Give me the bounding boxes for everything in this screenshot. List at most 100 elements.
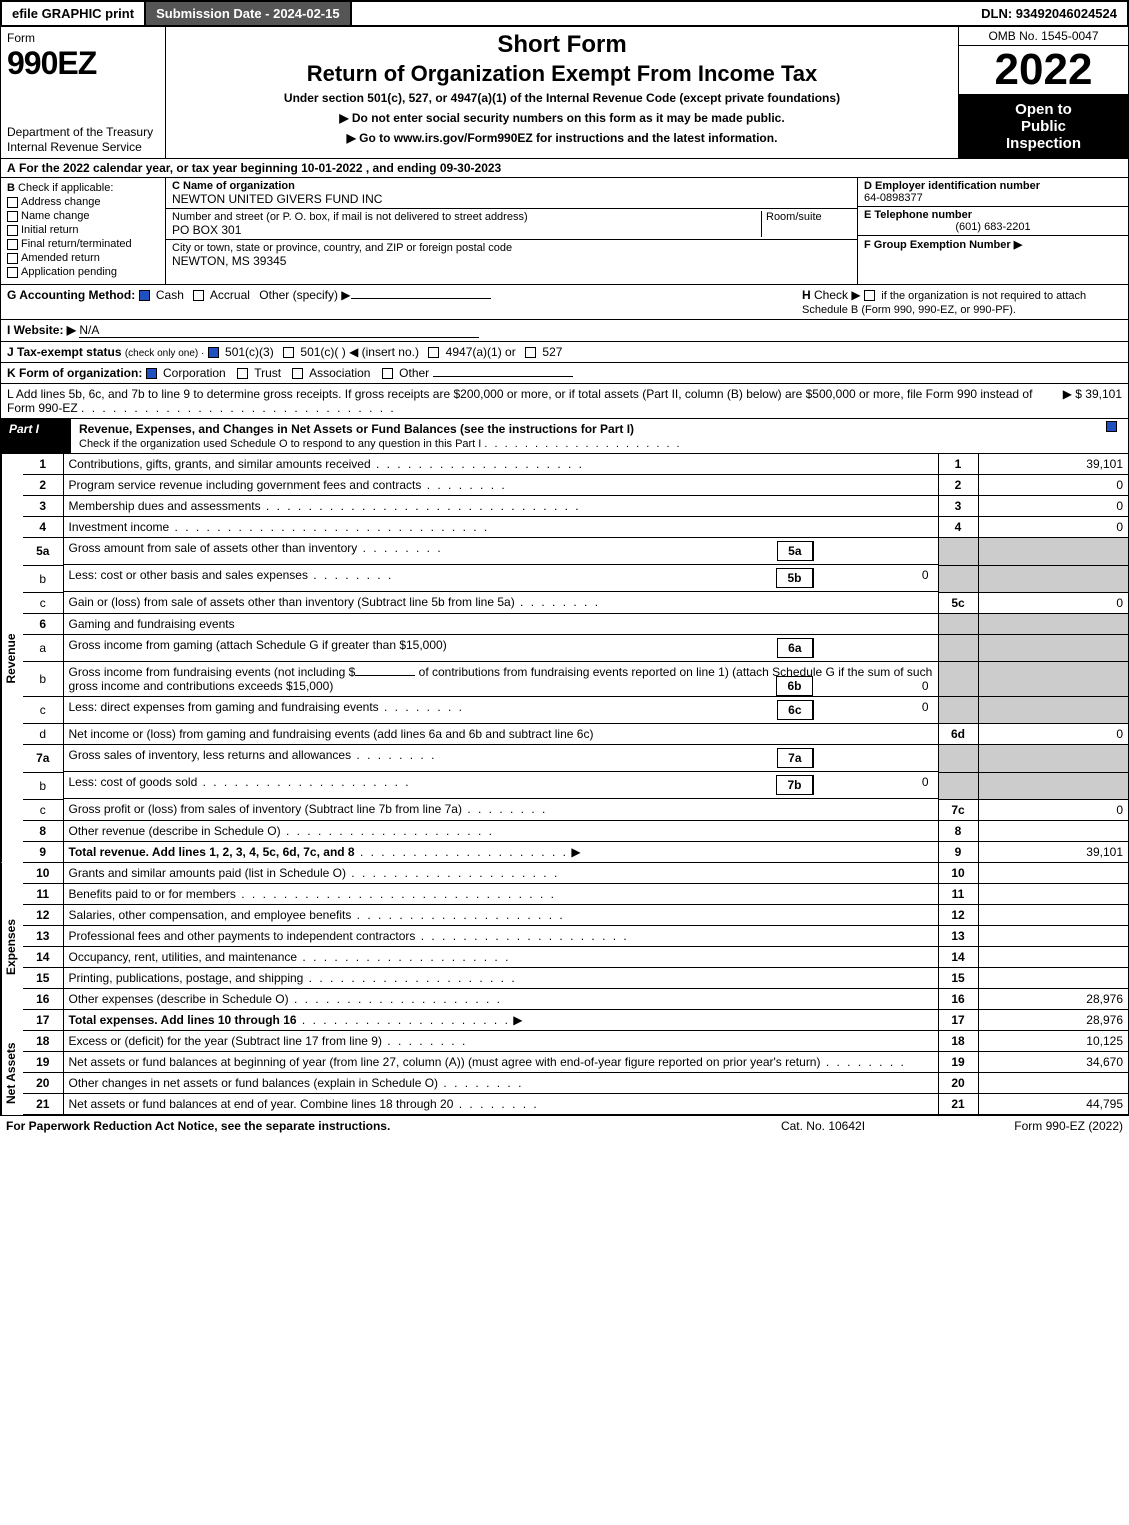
chk-schedule-b[interactable] [864,290,875,301]
line-10-desc: Grants and similar amounts paid (list in… [69,866,346,880]
row-h: H Check ▶ if the organization is not req… [802,288,1122,316]
line-19-desc: Net assets or fund balances at beginning… [69,1055,821,1069]
chk-association[interactable] [292,368,303,379]
lbl-other-org: Other [399,366,429,380]
chk-corporation[interactable] [146,368,157,379]
line-6c-desc: Less: direct expenses from gaming and fu… [69,700,379,714]
website-value: N/A [79,323,479,338]
amt-6c: 0 [813,700,933,720]
line-9-desc: Total revenue. Add lines 1, 2, 3, 4, 5c,… [69,845,355,859]
line-2-desc: Program service revenue including govern… [69,478,422,492]
chk-schedule-o[interactable] [1106,421,1117,432]
line-5c-amt: 0 [978,592,1128,613]
line-7a-desc: Gross sales of inventory, less returns a… [69,748,352,762]
line-6d-amt: 0 [978,724,1128,745]
open-public-badge: Open to Public Inspection [959,95,1128,158]
chk-cash[interactable] [139,290,150,301]
other-org-input[interactable] [433,376,573,377]
chk-amended-return[interactable] [7,253,18,264]
chk-527[interactable] [525,347,536,358]
row-g: G Accounting Method: Cash Accrual Other … [7,288,802,316]
other-specify-input[interactable] [351,298,491,299]
efile-print-button[interactable]: efile GRAPHIC print [2,2,146,25]
line-7c-amt: 0 [978,799,1128,820]
part-i-sub: Check if the organization used Schedule … [79,438,682,450]
row-i: I Website: ▶ N/A [0,320,1129,342]
line-5c-desc: Gain or (loss) from sale of assets other… [69,595,515,609]
line-14-desc: Occupancy, rent, utilities, and maintena… [69,950,298,964]
chk-4947[interactable] [428,347,439,358]
chk-other-org[interactable] [382,368,393,379]
net-assets-table: 18Excess or (deficit) for the year (Subt… [23,1031,1128,1115]
chk-name-change[interactable] [7,211,18,222]
line-1-desc: Contributions, gifts, grants, and simila… [69,457,371,471]
chk-final-return[interactable] [7,239,18,250]
line-7b-desc: Less: cost of goods sold [69,775,198,789]
line-6b-blank[interactable] [355,675,415,676]
lbl-accrual: Accrual [210,288,250,302]
amt-7b: 0 [813,775,933,795]
g-lbl: G Accounting Method: [7,288,135,302]
row-a-text: For the 2022 calendar year, or tax year … [19,161,501,175]
line-13-desc: Professional fees and other payments to … [69,929,416,943]
return-title: Return of Organization Exempt From Incom… [174,61,950,87]
goto-link[interactable]: ▶ Go to www.irs.gov/Form990EZ for instru… [174,131,950,145]
lbl-address-change: Address change [21,196,101,208]
header-left: Form 990EZ Department of the Treasury In… [1,27,166,158]
j-lbl: J Tax-exempt status [7,345,122,359]
open-line-1: Open to [963,101,1124,118]
expenses-section: Expenses 10Grants and similar amounts pa… [0,863,1129,1031]
row-gh: G Accounting Method: Cash Accrual Other … [0,285,1129,320]
d-lbl: D Employer identification number [864,180,1122,192]
lbl-4947: 4947(a)(1) or [446,345,516,359]
chk-501c[interactable] [283,347,294,358]
part-i-title: Revenue, Expenses, and Changes in Net As… [71,419,1098,453]
box-7b: 7b [776,775,812,795]
c-addr-lbl: Number and street (or P. O. box, if mail… [172,211,761,223]
line-12-desc: Salaries, other compensation, and employ… [69,908,352,922]
amt-5a [813,541,933,561]
chk-501c3[interactable] [208,347,219,358]
form-header: Form 990EZ Department of the Treasury In… [0,27,1129,159]
line-6d-desc: Net income or (loss) from gaming and fun… [63,724,938,745]
part-i-label: Part I [1,419,71,453]
footer-left: For Paperwork Reduction Act Notice, see … [6,1119,723,1133]
line-5b-desc: Less: cost or other basis and sales expe… [69,568,308,582]
header-center: Short Form Return of Organization Exempt… [166,27,958,158]
line-16-desc: Other expenses (describe in Schedule O) [69,992,289,1006]
chk-initial-return[interactable] [7,225,18,236]
chk-accrual[interactable] [193,290,204,301]
header-right: OMB No. 1545-0047 2022 Open to Public In… [958,27,1128,158]
box-6c: 6c [777,700,812,720]
lbl-corporation: Corporation [163,366,226,380]
row-a-label: A [7,161,16,175]
lbl-amended-return: Amended return [21,252,100,264]
omb-number: OMB No. 1545-0047 [959,27,1128,46]
line-11-desc: Benefits paid to or for members [69,887,236,901]
chk-trust[interactable] [237,368,248,379]
org-name: NEWTON UNITED GIVERS FUND INC [172,192,851,206]
line-16-amt: 28,976 [978,988,1128,1009]
h-text1: Check ▶ [814,288,861,302]
amt-5b: 0 [813,568,933,588]
c-room-lbl: Room/suite [766,211,851,223]
line-17-desc: Total expenses. Add lines 10 through 16 [69,1013,297,1027]
lbl-final-return: Final return/terminated [21,238,132,250]
line-7c-desc: Gross profit or (loss) from sales of inv… [69,802,462,816]
chk-address-change[interactable] [7,197,18,208]
box-6b: 6b [776,676,812,696]
line-4-amt: 0 [978,517,1128,538]
line-12-amt [978,904,1128,925]
ssn-warning: ▶ Do not enter social security numbers o… [174,111,950,125]
j-note: (check only one) · [125,348,204,359]
net-assets-section: Net Assets 18Excess or (deficit) for the… [0,1031,1129,1116]
lbl-501c: 501(c)( ) ◀ (insert no.) [300,345,419,359]
col-def: D Employer identification number 64-0898… [858,178,1128,284]
amt-7a [813,748,933,768]
line-15-desc: Printing, publications, postage, and shi… [69,971,304,985]
chk-application-pending[interactable] [7,267,18,278]
department: Department of the Treasury Internal Reve… [7,125,159,154]
line-1-amt: 39,101 [978,454,1128,475]
line-18-desc: Excess or (deficit) for the year (Subtra… [69,1034,382,1048]
side-revenue: Revenue [1,454,23,863]
